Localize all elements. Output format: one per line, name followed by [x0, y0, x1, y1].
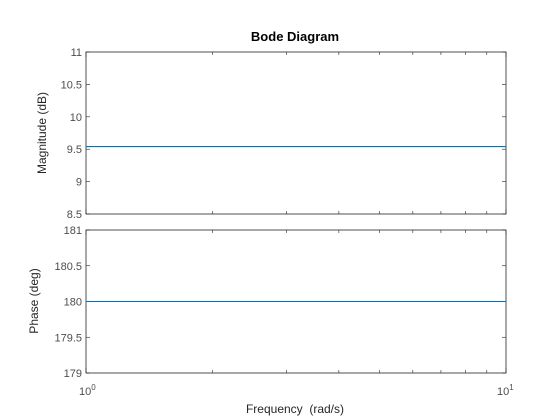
magnitude-y-tick-label-1: 9 [76, 177, 82, 189]
magnitude-x-ticks [85, 52, 507, 214]
phase-y-tick-label-4: 181 [64, 225, 82, 237]
x-tick-label-2: 101 [497, 383, 514, 398]
chart-title: Bode Diagram [251, 29, 339, 44]
magnitude-plot: 8.5 9 9.5 10 10.5 11 Magnitude (dB) [35, 47, 507, 221]
phase-axis-label: Phase (deg) [27, 268, 41, 333]
magnitude-y-ticks: 8.5 9 9.5 10 10.5 11 [61, 47, 506, 221]
phase-y-tick-label-1: 179.5 [54, 332, 82, 344]
x-tick-1-exp: 0 [91, 383, 96, 392]
magnitude-y-tick-label-5: 11 [71, 47, 82, 59]
phase-plot: 179 179.5 180 180.5 181 Phase (deg) [27, 225, 507, 380]
phase-y-tick-label-0: 179 [64, 368, 82, 380]
magnitude-y-tick-label-0: 8.5 [67, 209, 82, 221]
phase-y-tick-label-3: 180.5 [54, 261, 82, 273]
x-tick-2-exp: 1 [509, 383, 514, 392]
x-tick-2-base: 10 [497, 386, 509, 398]
phase-y-ticks: 179 179.5 180 180.5 181 [54, 225, 506, 380]
x-tick-label-1: 100 [79, 383, 96, 398]
magnitude-axes-frame [85, 51, 507, 215]
magnitude-y-tick-label-3: 10 [70, 112, 82, 124]
x-axis-label: Frequency (rad/s) [246, 402, 344, 416]
magnitude-axis-label: Magnitude (dB) [35, 92, 49, 174]
phase-y-tick-label-2: 180 [64, 297, 82, 309]
x-tick-1-base: 10 [79, 386, 91, 398]
magnitude-y-tick-label-2: 9.5 [67, 144, 82, 156]
phase-x-ticks [85, 230, 507, 373]
magnitude-y-tick-label-4: 10.5 [61, 79, 82, 91]
